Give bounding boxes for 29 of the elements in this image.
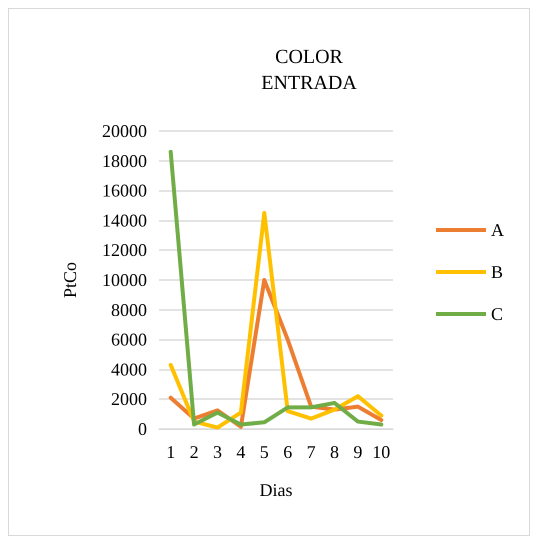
- y-tick-label: 16000: [102, 180, 147, 201]
- x-tick-label: 8: [330, 442, 339, 462]
- y-tick-label: 4000: [111, 359, 147, 380]
- x-tick-label: 7: [306, 442, 316, 462]
- line-series: [168, 150, 384, 427]
- x-tick-label: 5: [260, 442, 269, 462]
- y-tick-label: 20000: [102, 121, 147, 141]
- y-tick-label: 2000: [111, 389, 147, 410]
- y-tick-label: 10000: [102, 270, 147, 290]
- legend-label: A: [491, 220, 504, 240]
- y-tick-label: 14000: [102, 210, 147, 230]
- y-tick-label: 6000: [111, 330, 147, 350]
- legend-label: C: [491, 304, 504, 324]
- chart-title: COLOR ENTRADA: [261, 46, 358, 94]
- y-tick-label: 0: [138, 419, 147, 439]
- y-tick-label: 8000: [111, 300, 147, 320]
- y-tick-label: 12000: [102, 240, 147, 260]
- y-axis-title: PtCo: [60, 262, 80, 298]
- x-tick-label: 1: [166, 442, 176, 462]
- x-tick-label: 9: [353, 442, 362, 462]
- x-tick-label: 4: [236, 442, 246, 462]
- y-tick-label: 18000: [102, 150, 147, 171]
- line-series: [168, 210, 384, 430]
- x-tick-label: 2: [190, 442, 199, 462]
- legend-label: B: [491, 262, 504, 282]
- x-tick-label: 6: [283, 442, 292, 462]
- x-tick-label: 10: [372, 442, 390, 462]
- x-tick-label: 3: [213, 442, 222, 462]
- x-axis-title: Dias: [260, 480, 292, 500]
